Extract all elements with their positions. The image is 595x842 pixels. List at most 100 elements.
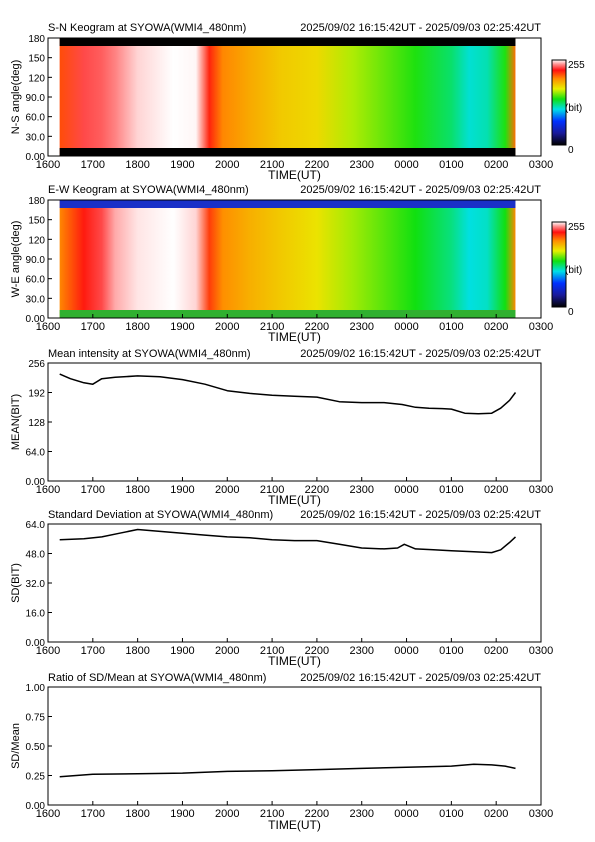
y-axis-label: MEAN(BIT) [10, 394, 22, 450]
y-tick-label: 90.0 [26, 93, 46, 104]
y-axis-label: SD/Mean [10, 723, 22, 769]
x-tick-label: 1700 [81, 321, 105, 333]
x-tick-label: 0100 [439, 159, 463, 171]
y-tick-label: 0.00 [26, 477, 46, 488]
x-tick-label: 0300 [529, 808, 553, 820]
y-tick-label: 64.0 [26, 520, 46, 531]
panel-title: Mean intensity at SYOWA(WMI4_480nm) [48, 348, 251, 360]
y-tick-label: 60.0 [26, 275, 46, 286]
x-tick-label: 0000 [394, 159, 418, 171]
colorbar-unit-label: (bit) [565, 265, 582, 276]
x-tick-label: 1700 [81, 484, 105, 496]
time-range-label: 2025/09/02 16:15:42UT - 2025/09/03 02:25… [300, 348, 541, 360]
x-tick-label: 2300 [349, 484, 373, 496]
x-tick-label: 1800 [125, 808, 149, 820]
x-tick-label: 2100 [260, 159, 284, 171]
x-tick-label: 2300 [349, 321, 373, 333]
panel-title: E-W Keogram at SYOWA(WMI4_480nm) [48, 184, 249, 196]
panel-title: S-N Keogram at SYOWA(WMI4_480nm) [48, 22, 246, 34]
y-tick-label: 0.50 [26, 742, 46, 753]
x-tick-label: 0100 [439, 321, 463, 333]
keogram-image [59, 38, 516, 156]
time-range-label: 2025/09/02 16:15:42UT - 2025/09/03 02:25… [300, 672, 541, 684]
x-tick-label: 2200 [305, 159, 329, 171]
x-tick-label: 2200 [305, 321, 329, 333]
y-tick-label: 192 [28, 389, 45, 400]
x-tick-label: 1600 [36, 484, 60, 496]
x-tick-label: 2200 [305, 645, 329, 657]
horizon-band-bottom [59, 148, 516, 156]
y-tick-label: 64.0 [26, 448, 46, 459]
y-tick-label: 0.00 [26, 638, 46, 649]
time-range-label: 2025/09/02 16:15:42UT - 2025/09/03 02:25… [300, 22, 541, 34]
y-tick-label: 1.00 [26, 683, 46, 694]
colorbar [551, 221, 567, 308]
x-tick-label: 2100 [260, 645, 284, 657]
x-tick-label: 0100 [439, 808, 463, 820]
y-axis-label: N-S angle(deg) [10, 60, 22, 135]
y-tick-label: 150 [28, 54, 45, 65]
keogram-image [59, 200, 516, 318]
x-tick-label: 1600 [36, 808, 60, 820]
y-tick-label: 150 [28, 216, 45, 227]
y-tick-label: 256 [28, 359, 45, 370]
horizon-band-top [59, 200, 516, 208]
x-tick-label: 0000 [394, 645, 418, 657]
x-tick-label: 1800 [125, 645, 149, 657]
x-tick-label: 0300 [529, 645, 553, 657]
x-tick-label: 1800 [125, 159, 149, 171]
panel-title: Standard Deviation at SYOWA(WMI4_480nm) [48, 509, 273, 521]
panel-title: Ratio of SD/Mean at SYOWA(WMI4_480nm) [48, 672, 266, 684]
x-tick-label: 1800 [125, 484, 149, 496]
x-tick-label: 2200 [305, 484, 329, 496]
y-tick-label: 48.0 [26, 550, 46, 561]
x-tick-label: 2000 [215, 321, 239, 333]
y-tick-label: 0.00 [26, 314, 46, 325]
x-axis-label: TIME(UT) [268, 493, 321, 507]
x-tick-label: 2000 [215, 645, 239, 657]
y-tick-label: 16.0 [26, 609, 46, 620]
x-tick-label: 2000 [215, 159, 239, 171]
x-tick-label: 1900 [170, 484, 194, 496]
x-tick-label: 0200 [484, 321, 508, 333]
x-tick-label: 1700 [81, 808, 105, 820]
x-tick-label: 2200 [305, 808, 329, 820]
y-tick-label: 120 [28, 73, 45, 84]
y-tick-label: 30.0 [26, 132, 46, 143]
series-line [59, 528, 517, 554]
horizon-band-bottom [59, 310, 516, 318]
y-tick-label: 32.0 [26, 579, 46, 590]
x-tick-label: 0000 [394, 808, 418, 820]
colorbar-unit-label: (bit) [565, 103, 582, 114]
colorbar [551, 59, 567, 146]
x-tick-label: 0300 [529, 321, 553, 333]
x-tick-label: 1800 [125, 321, 149, 333]
x-tick-label: 2300 [349, 159, 373, 171]
x-tick-label: 0200 [484, 645, 508, 657]
x-tick-label: 1600 [36, 321, 60, 333]
x-tick-label: 1900 [170, 159, 194, 171]
x-tick-label: 2000 [215, 484, 239, 496]
x-tick-label: 1900 [170, 808, 194, 820]
plot-frame [47, 686, 542, 806]
y-tick-label: 60.0 [26, 113, 46, 124]
plot-frame [47, 523, 542, 643]
x-tick-label: 1600 [36, 645, 60, 657]
y-tick-label: 90.0 [26, 255, 46, 266]
x-tick-label: 2300 [349, 645, 373, 657]
plot-frame [47, 362, 542, 482]
series-line [59, 373, 517, 415]
colorbar-max-label: 255 [568, 222, 585, 233]
colorbar-min-label: 0 [568, 145, 574, 156]
x-axis-label: TIME(UT) [268, 330, 321, 344]
x-tick-label: 1900 [170, 321, 194, 333]
x-axis-label: TIME(UT) [268, 818, 321, 832]
x-tick-label: 0200 [484, 808, 508, 820]
x-tick-label: 1900 [170, 645, 194, 657]
x-tick-label: 2000 [215, 808, 239, 820]
y-tick-label: 0.00 [26, 152, 46, 163]
x-tick-label: 1600 [36, 159, 60, 171]
x-tick-label: 2100 [260, 808, 284, 820]
y-tick-label: 120 [28, 235, 45, 246]
